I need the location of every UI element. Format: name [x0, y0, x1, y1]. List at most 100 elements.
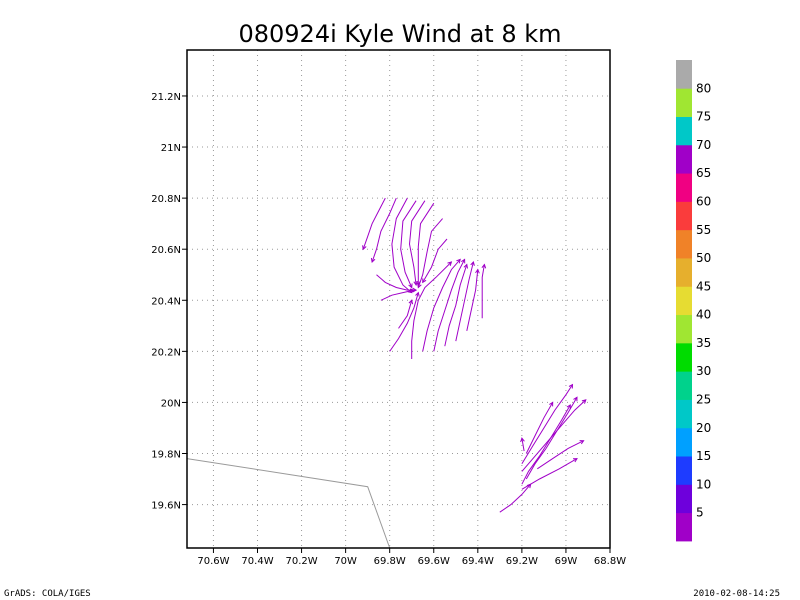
streamline-arrowhead — [422, 278, 427, 284]
streamline — [444, 264, 468, 347]
streamline — [376, 274, 417, 291]
streamline — [525, 397, 578, 480]
streamline-arrowhead — [566, 404, 571, 409]
y-tick-label: 20N — [161, 398, 181, 409]
streamline-arrowhead — [475, 268, 480, 274]
coastline-path — [186, 458, 391, 549]
x-tick-label: 69.4W — [462, 556, 494, 567]
streamline-arrowhead — [461, 258, 466, 264]
colorbar-swatch — [676, 314, 692, 344]
streamline — [455, 261, 474, 342]
x-tick-label: 70.6W — [197, 556, 229, 567]
colorbar-swatch — [676, 88, 692, 117]
x-tick-label: 70.2W — [285, 556, 317, 567]
colorbar-swatch — [676, 427, 692, 457]
streamline — [521, 438, 525, 452]
colorbar-label: 35 — [696, 336, 711, 350]
streamline-arrowhead — [549, 401, 554, 407]
gridlines — [187, 50, 611, 548]
streamline-arrowhead — [481, 263, 487, 269]
streamline — [525, 402, 554, 454]
colorbar-swatch — [676, 484, 692, 514]
streamline — [400, 200, 417, 288]
x-tick-label: 69.2W — [506, 556, 538, 567]
streamline-arrowhead — [409, 288, 415, 294]
x-tick-label: 69.6W — [418, 556, 450, 567]
streamline — [398, 300, 413, 329]
x-tick-label: 69W — [555, 556, 578, 567]
colorbar-swatch — [676, 286, 692, 316]
streamline — [422, 238, 448, 283]
colorbar-swatch — [676, 173, 692, 202]
colorbar-label: 25 — [696, 393, 711, 407]
streamline — [408, 200, 426, 286]
colorbar-label: 30 — [696, 364, 711, 378]
streamline-arrowhead — [572, 458, 578, 463]
streamline-arrowhead — [579, 440, 585, 445]
colorbar: 5 10 15 20 25 30 35 40 45 50 55 60 65 70 75 80 — [676, 60, 711, 542]
streamline — [391, 197, 413, 293]
y-tick-label: 19.6N — [151, 501, 181, 512]
colorbar-swatch — [676, 229, 692, 259]
streamline-arrowhead — [447, 261, 453, 266]
colorbar-label: 70 — [696, 138, 711, 152]
streamline — [481, 264, 485, 319]
chart-title: 080924i Kyle Wind at 8 km — [238, 20, 561, 48]
y-tick-label: 20.6N — [151, 245, 181, 256]
colorbar-label: 15 — [696, 449, 711, 463]
coastline — [186, 458, 391, 549]
colorbar-swatch — [676, 399, 692, 429]
streamline — [466, 269, 479, 332]
footer-right: 2010-02-08-14:25 — [693, 589, 780, 599]
colorbar-label: 45 — [696, 279, 711, 293]
streamline — [380, 289, 415, 301]
streamline-arrowhead — [415, 291, 420, 297]
colorbar-swatch — [676, 342, 692, 372]
streamline-arrowhead — [408, 299, 414, 305]
streamline — [521, 404, 571, 485]
colorbar-swatch — [676, 201, 692, 231]
streamline-arrowhead — [412, 287, 418, 293]
streamline — [411, 261, 452, 359]
streamline-arrowhead — [568, 383, 574, 389]
streamline — [521, 458, 578, 490]
colorbar-label: 20 — [696, 421, 711, 435]
streamline-arrowhead — [520, 437, 525, 443]
streamline-arrowhead — [456, 258, 461, 264]
x-axis-ticks: 70.6W 70.4W 70.2W 70W 69.8W 69.6W 69.4W 69.2W 69… — [197, 548, 626, 567]
colorbar-label: 40 — [696, 308, 711, 322]
colorbar-label: 60 — [696, 195, 711, 209]
streamline-arrowhead — [463, 263, 468, 269]
colorbar-swatch — [676, 456, 692, 485]
streamline — [362, 197, 386, 250]
streamline — [537, 440, 584, 470]
colorbar-swatch — [676, 144, 692, 174]
streamline-arrowhead — [581, 399, 587, 404]
x-tick-label: 68.8W — [594, 556, 626, 567]
streamline-arrowhead — [573, 396, 578, 402]
streamline-arrowhead — [417, 283, 422, 289]
streamline — [521, 384, 573, 464]
y-tick-label: 20.2N — [151, 347, 181, 358]
streamline-arrowhead — [370, 257, 376, 263]
y-axis-ticks: 19.6N 19.8N 20N 20.2N 20.4N 20.6N 20.8N 21N 21.2… — [151, 92, 187, 512]
colorbar-label: 55 — [696, 223, 711, 237]
streamline-arrowhead — [408, 283, 413, 289]
streamline — [499, 483, 532, 513]
streamline-arrowhead — [470, 260, 475, 266]
streamline — [417, 202, 435, 285]
colorbar-swatch — [676, 258, 692, 287]
streamline — [521, 399, 587, 472]
footer-left: GrADS: COLA/IGES — [4, 589, 91, 599]
streamline — [389, 292, 419, 352]
colorbar-swatch — [676, 60, 692, 89]
colorbar-label: 65 — [696, 166, 711, 180]
colorbar-label: 80 — [696, 81, 711, 95]
y-tick-label: 21.2N — [151, 92, 181, 103]
y-tick-label: 19.8N — [151, 450, 181, 461]
y-tick-label: 20.8N — [151, 194, 181, 205]
streamline — [422, 259, 461, 352]
colorbar-label: 10 — [696, 477, 711, 491]
plot-frame — [186, 49, 611, 549]
